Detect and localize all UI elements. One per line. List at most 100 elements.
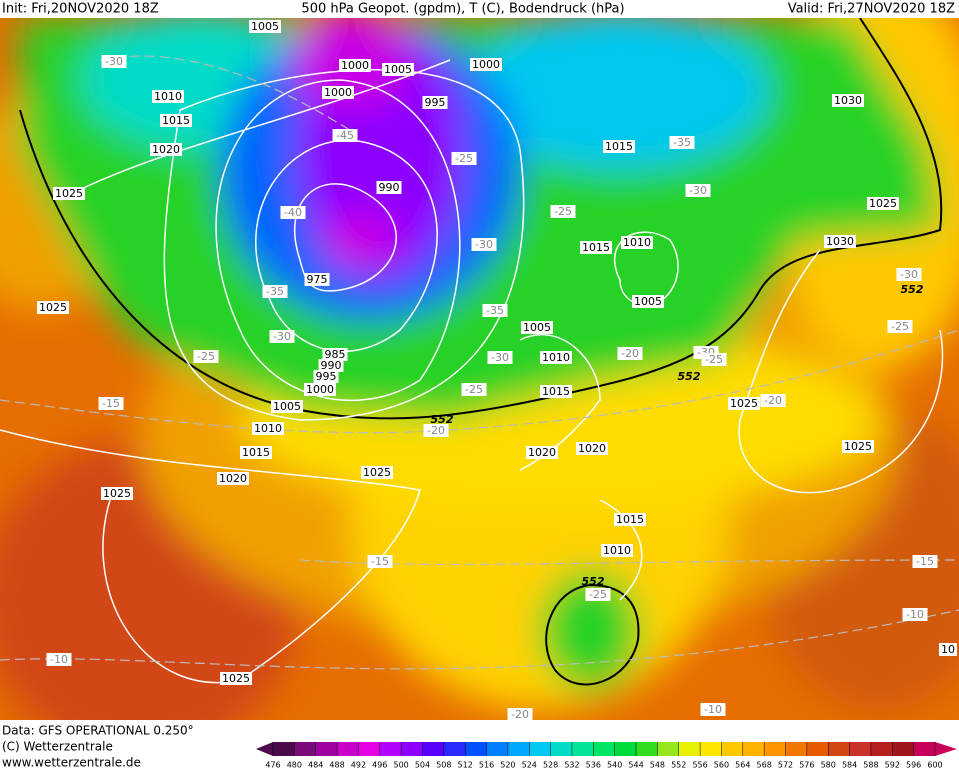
temperature-label: -35 [486, 304, 504, 317]
temperature-label: -45 [336, 129, 354, 142]
colorbar-segment [571, 742, 594, 756]
temperature-label: -25 [455, 152, 473, 165]
temperature-label-box [332, 129, 358, 142]
isobar-label-box [576, 442, 608, 455]
colorbar-segment [636, 742, 658, 756]
isobar-label: 1025 [103, 487, 131, 500]
isobar-label-box [240, 446, 272, 459]
temperature-label-box [585, 588, 611, 601]
colorbar-segment [785, 742, 808, 756]
isobar-label-box [322, 348, 348, 361]
isobar-label-box [101, 487, 133, 500]
isobar-label-box [540, 351, 572, 364]
temperature-label-box [701, 353, 727, 366]
temperature-label-box [617, 347, 643, 360]
temperature-label: -30 [105, 55, 123, 68]
temperature-label: -30 [900, 268, 918, 281]
temperature-label-box [367, 555, 393, 568]
colorbar-segment [870, 742, 893, 756]
temperature-label: -15 [102, 397, 120, 410]
isobar-label-box [318, 359, 344, 372]
isobar-label: 1025 [363, 466, 391, 479]
isobar-label: 1010 [603, 544, 631, 557]
isobar-label: 1020 [528, 446, 556, 459]
colorbar-segment [849, 742, 872, 756]
isobar-label: 975 [307, 273, 328, 286]
colorbar-segment [550, 742, 573, 756]
colorbar-segment [593, 742, 616, 756]
temperature-label-box [669, 136, 695, 149]
temperature-label: -15 [916, 555, 934, 568]
isobar-label: 1005 [384, 63, 412, 76]
isobar-label-box [580, 241, 612, 254]
isobar-label-box [217, 472, 249, 485]
colorbar-label: 528 [543, 761, 558, 770]
colorbar-segment [401, 742, 423, 756]
temperature-label: -40 [284, 206, 302, 219]
isobar-label-box [313, 370, 339, 383]
temperature-label-box [482, 304, 508, 317]
colorbar-segment [294, 742, 317, 756]
isobar-label-box [53, 187, 85, 200]
isobar-label-box [422, 96, 448, 109]
isobar-label-box [939, 643, 957, 656]
temperature-label-box [193, 350, 219, 363]
isobar-label: 1010 [542, 351, 570, 364]
colorbar-label: 560 [714, 761, 729, 770]
colorbar-label: 520 [500, 761, 515, 770]
geopotential-label: 552 [678, 370, 701, 383]
isobar-label-box [728, 397, 760, 410]
temperature-label-box [101, 55, 127, 68]
temperature-label: -25 [891, 320, 909, 333]
temperature-label-box [98, 397, 124, 410]
isobar-label-box [842, 440, 874, 453]
temperature-label-box [912, 555, 938, 568]
colorbar-label: 596 [906, 761, 921, 770]
website: www.wetterzentrale.de [2, 756, 141, 770]
colorbar-label: 508 [436, 761, 451, 770]
contour-552-south [545, 583, 640, 686]
colorbar-segment [273, 742, 295, 756]
temperature-label-box [685, 184, 711, 197]
isobar-label-box [271, 400, 303, 413]
colorbar-segment [678, 742, 701, 756]
isobar-label-box [220, 672, 252, 685]
temperature-label: -20 [511, 708, 529, 721]
temperature-label: -25 [589, 588, 607, 601]
isobar-label: 1005 [523, 321, 551, 334]
isobar-label: 1015 [542, 385, 570, 398]
isobar-label: 1000 [341, 59, 369, 72]
colorbar: 476 480 484 488 492 496 500 504 508 512 516 520 524 5… [256, 742, 957, 770]
colorbar-segment [913, 742, 936, 756]
geopotential-label: 552 [431, 413, 454, 426]
colorbar-segment [443, 742, 466, 756]
isobar-label: 1005 [273, 400, 301, 413]
isobar-label: 1010 [623, 236, 651, 249]
isobar-label-box [521, 321, 553, 334]
isobar-label: 1015 [242, 446, 270, 459]
colorbar-segment [657, 742, 680, 756]
isobar-label-box [152, 90, 184, 103]
temperature-label: -10 [906, 608, 924, 621]
temperature-label: -30 [491, 351, 509, 364]
isobar-label-box [526, 446, 558, 459]
colorbar-label: 476 [265, 761, 280, 770]
isobar-label-box [160, 114, 192, 127]
temperature-label-box [471, 238, 497, 251]
temperature-label: -25 [197, 350, 215, 363]
colorbar-label: 544 [628, 761, 643, 770]
temperature-label: -35 [266, 285, 284, 298]
temperature-label: -25 [705, 353, 723, 366]
isobar-label: 1030 [834, 94, 862, 107]
temperature-label-box [280, 206, 306, 219]
temperature-label-box [269, 330, 295, 343]
isobar-label: 10 [941, 643, 955, 656]
colorbar-segment [379, 742, 402, 756]
colorbar-label: 548 [650, 761, 665, 770]
temperature-label-box [896, 268, 922, 281]
colorbar-arrow-right [935, 742, 957, 756]
isobar-label: 1015 [582, 241, 610, 254]
isobar-label: 990 [321, 359, 342, 372]
geopotential-label: 552 [901, 283, 924, 296]
